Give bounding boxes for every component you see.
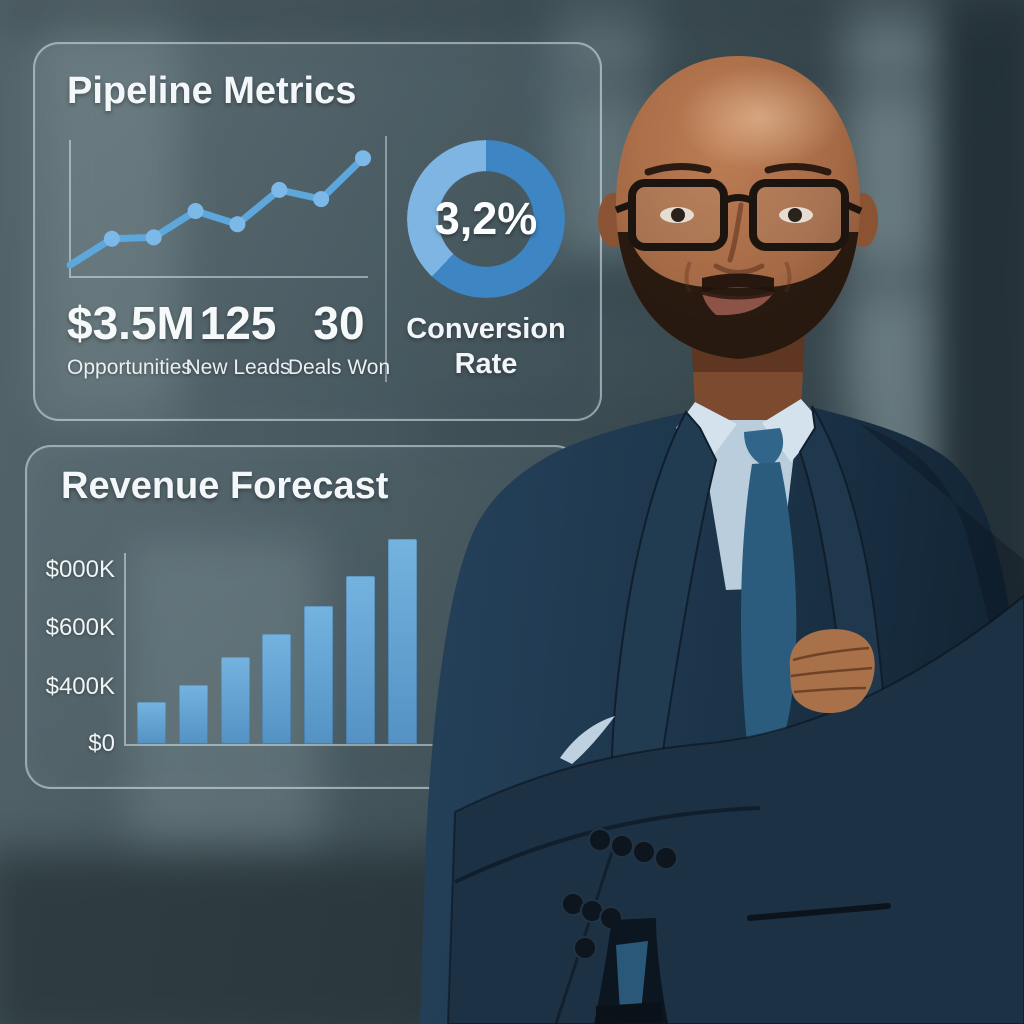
lapel-right <box>798 405 886 765</box>
lip-line <box>701 291 775 300</box>
ear-left <box>598 193 628 247</box>
smile-lines <box>684 261 792 293</box>
trend-line <box>66 154 367 269</box>
head <box>615 56 861 359</box>
tie <box>740 462 797 744</box>
stat-value: $3.5M <box>67 297 195 349</box>
stat-value: 30 <box>313 297 365 349</box>
revenue-bar-chart <box>124 539 461 746</box>
trend-marker <box>229 216 246 233</box>
lapel-left <box>610 410 718 808</box>
y-axis-tick: $600K <box>45 614 115 641</box>
beard <box>615 232 861 359</box>
mustache <box>702 273 774 292</box>
pocket-welt <box>747 903 891 921</box>
eyebrow-right <box>764 163 832 176</box>
ear-right <box>848 193 878 247</box>
trend-marker <box>271 181 288 198</box>
sleeve-button <box>580 899 604 923</box>
tie-tip <box>616 941 648 1016</box>
background-top-strip <box>0 0 1024 30</box>
stat-deals-won: 30 Deals Won <box>287 300 391 380</box>
sleeve-button <box>561 892 585 916</box>
y-axis-tick: $0 <box>88 730 115 757</box>
sleeve-seam <box>454 806 761 884</box>
scalp-highlight <box>678 66 842 170</box>
forecast-bar <box>262 634 291 744</box>
shirt-collar-right <box>762 399 823 462</box>
forecast-bar <box>388 539 417 744</box>
y-axis-tick: $000K <box>45 556 115 583</box>
trend-marker <box>355 150 371 167</box>
jacket-opening <box>594 918 668 1024</box>
neck <box>690 310 806 447</box>
lips <box>702 292 774 316</box>
trend-marker <box>313 191 330 208</box>
background-mullion-2 <box>560 268 960 292</box>
forecast-bar <box>346 576 375 744</box>
revenue-forecast-panel: Revenue Forecast $000K $600K $400K $0 <box>25 445 581 789</box>
trend-marker <box>103 230 120 247</box>
belt <box>596 1002 662 1024</box>
sleeve-button <box>588 828 612 852</box>
forecast-bar <box>137 702 166 744</box>
sleeve-button <box>610 834 634 858</box>
trend-marker <box>187 203 204 219</box>
jacket-button <box>573 936 597 960</box>
pipeline-trend-line-chart <box>66 140 371 278</box>
stat-value: 125 <box>199 297 277 349</box>
hand <box>789 629 875 714</box>
sleeve-button <box>632 840 656 864</box>
sleeve-buttons <box>561 828 678 960</box>
stat-label: Opportunities <box>67 356 192 379</box>
glasses <box>614 179 863 251</box>
shirt-collar-left <box>676 402 737 464</box>
sleeve-button <box>654 846 678 870</box>
forecast-bar <box>304 606 333 744</box>
stat-opportunities: $3.5M Opportunities <box>67 300 195 380</box>
forecast-bar <box>221 657 250 744</box>
suit-shadow-right <box>860 424 1024 844</box>
shirt <box>698 420 798 590</box>
donut-value-label: 3,2% <box>434 193 538 244</box>
pipeline-metrics-panel: Pipeline Metrics 3,2% Conversion Rate $3… <box>33 42 602 421</box>
trend-marker <box>145 229 162 246</box>
chin-shadow <box>690 310 806 372</box>
panel-divider <box>385 136 387 382</box>
tie-knot <box>744 428 784 468</box>
background-dark-right-edge <box>950 0 1024 1024</box>
sleeve-button <box>599 906 623 930</box>
donut-caption: Conversion Rate <box>406 313 566 381</box>
donut-ring <box>407 140 565 298</box>
forecast-panel-title: Revenue Forecast <box>61 465 389 507</box>
y-axis-tick: $400K <box>45 673 115 700</box>
stat-new-leads: 125 New Leads <box>185 300 291 380</box>
background-dark-bottom-left <box>0 850 480 1024</box>
cuff-seam <box>554 851 614 1024</box>
trend-axis-lines <box>69 140 368 278</box>
background-mullion-1 <box>560 68 960 94</box>
stat-label: Deals Won <box>287 356 391 379</box>
eyes <box>660 207 813 223</box>
conversion-donut-chart: 3,2% <box>407 140 565 298</box>
background-mullion-3 <box>430 418 870 438</box>
pipeline-panel-title: Pipeline Metrics <box>67 70 357 112</box>
background-window-column-right <box>845 0 935 820</box>
forecast-bar <box>179 685 208 744</box>
eyebrow-left <box>644 163 712 176</box>
nose <box>713 202 765 275</box>
stat-label: New Leads <box>185 356 291 379</box>
